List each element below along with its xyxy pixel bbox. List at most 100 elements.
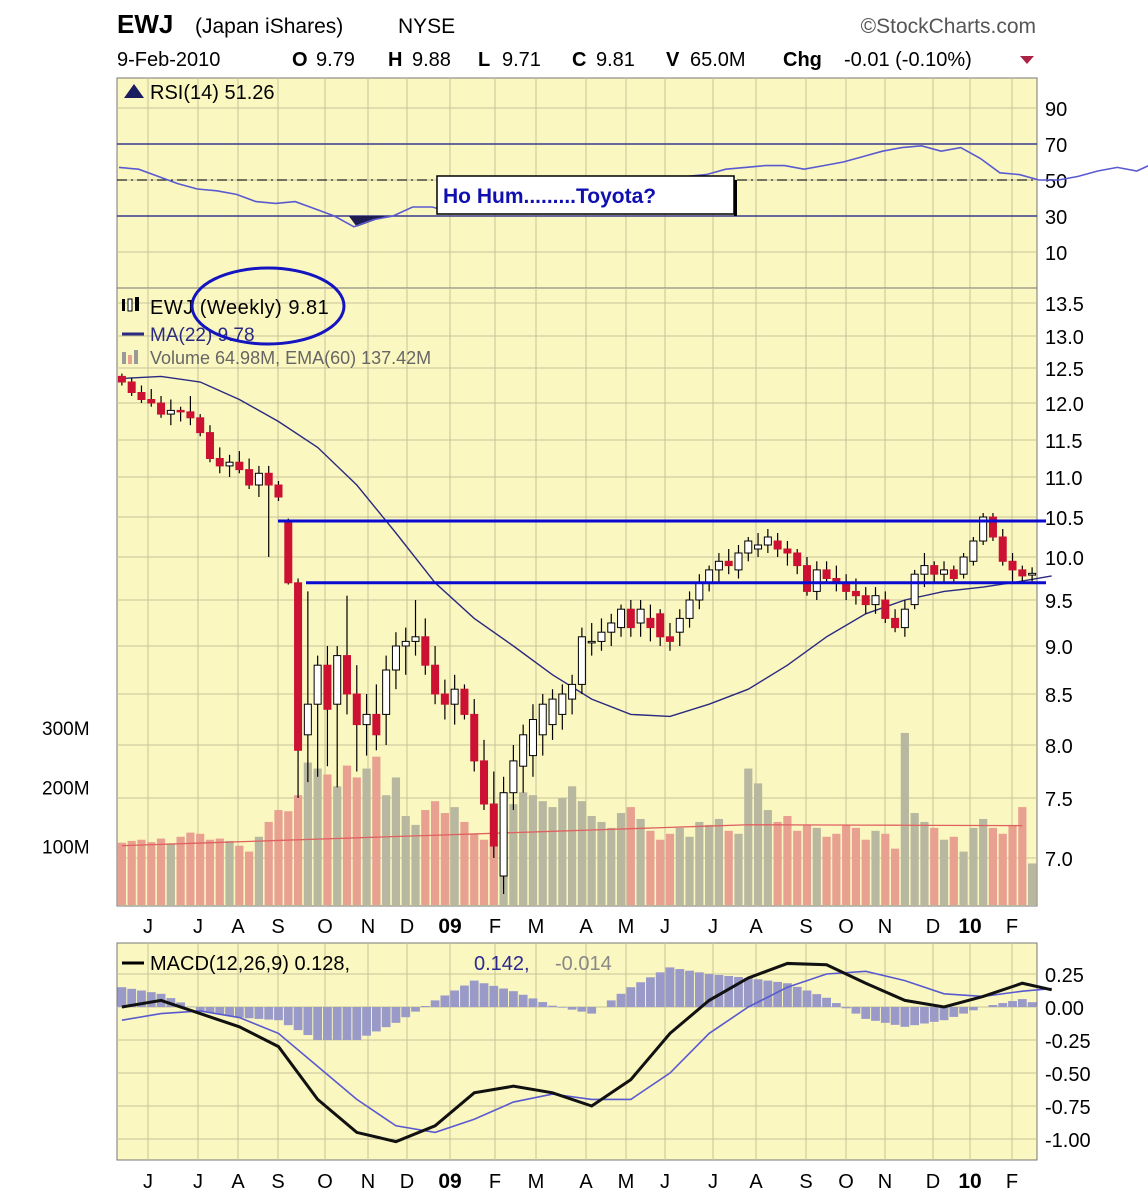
source-credit: ©StockCharts.com [861, 15, 1036, 38]
y-tick-label: 8.5 [1045, 685, 1073, 707]
quote-label: L [478, 49, 490, 71]
volume-bar [724, 830, 733, 905]
volume-bar [597, 821, 606, 905]
volume-bar [421, 810, 430, 905]
candle [910, 573, 919, 606]
volume-bar [166, 843, 175, 905]
candle [538, 703, 547, 736]
candle [656, 613, 665, 638]
candle [891, 617, 900, 629]
y-tick-label: 10.0 [1045, 548, 1084, 570]
histogram-bar [910, 1007, 920, 1026]
histogram-bar [812, 994, 822, 1007]
candle [685, 599, 694, 619]
histogram-bar [528, 998, 538, 1007]
volume-bar [744, 768, 753, 905]
volume-bar [616, 813, 626, 905]
candle [509, 760, 518, 794]
volume-bar [959, 851, 968, 905]
volume-bar [176, 836, 185, 905]
volume-bar [763, 810, 772, 905]
candle [528, 719, 537, 757]
volume-bar [626, 807, 635, 905]
volume-bar [284, 811, 293, 905]
histogram-bar [988, 1005, 998, 1007]
candle [225, 461, 234, 467]
histogram-bar [1017, 999, 1027, 1007]
candle [401, 640, 410, 647]
x-tick-label: O [838, 1171, 854, 1193]
candle [431, 664, 440, 695]
ma-legend: MA(22) 9.78 [150, 325, 255, 346]
candle [137, 392, 146, 400]
rsi-panel: 90 70 50 30 10 RSI(14) 51.26 Ho Hum.........To… [116, 77, 1148, 289]
candle [1018, 569, 1027, 577]
price-legend: EWJ (Weekly) 9.81 [150, 297, 329, 319]
volume-bar [489, 842, 498, 905]
y-tick-label: 7.5 [1045, 789, 1073, 811]
histogram-bar [773, 981, 783, 1007]
candle [470, 713, 479, 762]
candle [949, 569, 958, 580]
candle [851, 590, 860, 597]
volume-bar [127, 840, 136, 905]
y-tick-label: 10.5 [1045, 508, 1084, 530]
candle [626, 608, 635, 629]
volume-bar [538, 801, 547, 905]
volume-bar [528, 795, 538, 905]
volume-bar [156, 838, 166, 905]
x-tick-label: A [749, 1171, 763, 1193]
volume-bar [969, 827, 978, 905]
volume-bar [264, 821, 273, 905]
volume-bar [411, 824, 420, 905]
candle-legend-icon [122, 299, 125, 311]
x-tick-label: J [193, 916, 203, 938]
volume-bar [920, 821, 929, 905]
candle [998, 536, 1007, 562]
candle [411, 636, 420, 642]
y-tick-label: -0.75 [1045, 1097, 1091, 1119]
candle [959, 556, 968, 575]
volume-bar [186, 832, 195, 905]
candle [372, 713, 381, 736]
histogram-bar [391, 1007, 401, 1023]
candle [480, 760, 489, 805]
chart-header: EWJ (Japan iShares) NYSE ©StockCharts.com 9-… [117, 9, 1036, 71]
candle [147, 399, 156, 404]
x-tick-label: 09 [438, 1170, 461, 1193]
y-tick-label: 30 [1045, 207, 1067, 229]
histogram-bar [802, 990, 812, 1007]
candle [665, 636, 674, 642]
volume-legend: Volume 64.98M, EMA(60) 137.42M [150, 348, 431, 368]
volume-bar [665, 833, 675, 905]
volume-bar [205, 839, 215, 905]
x-tick-label: A [749, 916, 763, 938]
quote-date: 9-Feb-2010 [117, 49, 220, 71]
volume-bar [293, 795, 303, 905]
histogram-bar [606, 1000, 616, 1007]
candle [763, 536, 772, 546]
volume-bar [1008, 824, 1017, 905]
histogram-bar [567, 1007, 577, 1010]
volume-bar [303, 762, 312, 905]
x-tick-label: D [926, 916, 940, 938]
volume-bar [1028, 863, 1037, 905]
volume-bar [313, 768, 322, 905]
candle [617, 608, 626, 629]
histogram-bar [479, 983, 489, 1007]
histogram-bar [841, 1007, 851, 1009]
histogram-bar [871, 1007, 880, 1021]
volume-legend-icon [128, 355, 132, 364]
histogram-bar [499, 988, 508, 1007]
volume-tick-label: 300M [42, 719, 90, 740]
candle [245, 469, 254, 486]
annotation-box [436, 175, 735, 215]
histogram-bar [577, 1007, 587, 1012]
volume-bar [430, 801, 440, 905]
volume-bar [362, 768, 371, 905]
volume-bar [783, 816, 792, 905]
x-tick-label: J [660, 1171, 670, 1193]
x-tick-label: J [143, 1171, 153, 1193]
x-tick-label: J [708, 916, 718, 938]
